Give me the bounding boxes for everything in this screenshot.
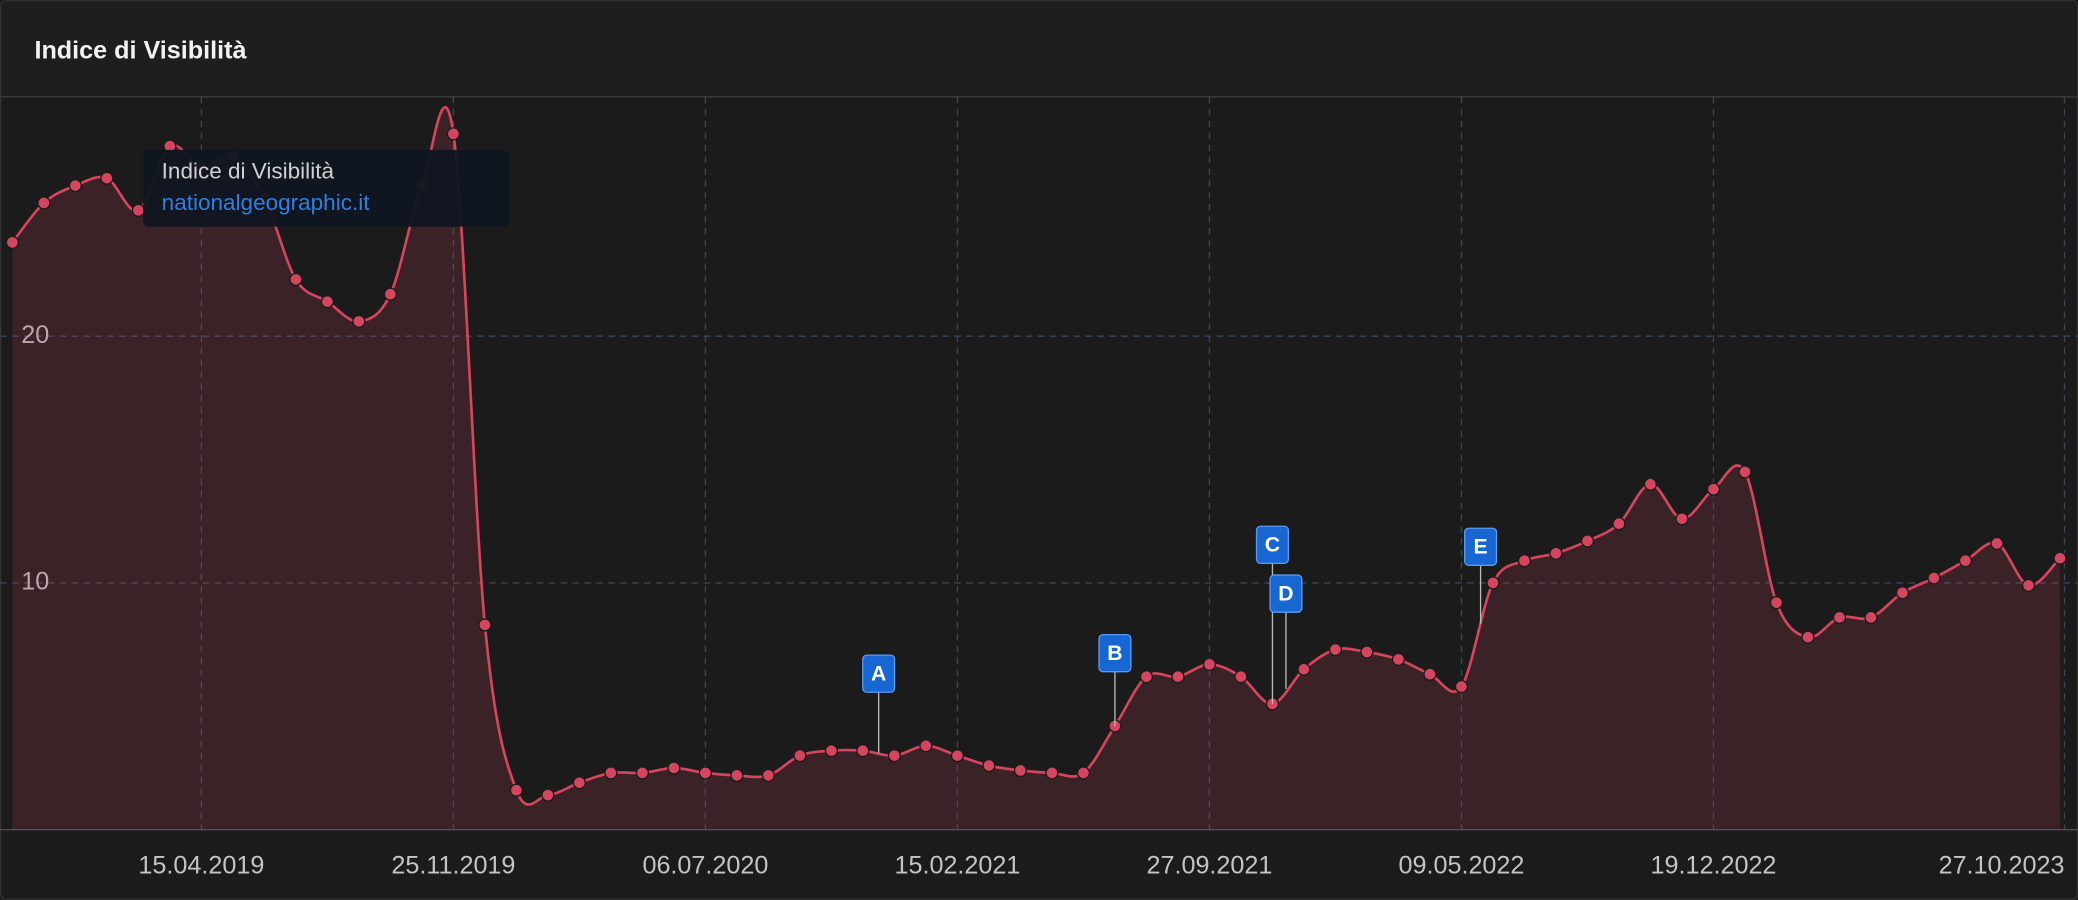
x-tick-label: 09.05.2022 (1399, 851, 1525, 879)
point (1139, 670, 1154, 684)
x-tick-label: 15.02.2021 (894, 851, 1020, 879)
point (1297, 662, 1311, 676)
x-tick-label: 06.07.2020 (642, 851, 768, 879)
annotation-flag (1255, 525, 1290, 565)
point (1990, 536, 2004, 551)
point (68, 179, 83, 193)
annotation-label: D (1278, 583, 1293, 606)
point (1549, 546, 1563, 560)
point (1013, 763, 1028, 778)
point (604, 766, 618, 780)
header-bg (1, 1, 2077, 97)
point (5, 235, 20, 250)
point (509, 783, 524, 797)
point (1328, 642, 1343, 657)
annotation-flag (1098, 633, 1132, 673)
x-tick-label: 27.10.2023 (1939, 851, 2065, 879)
tooltip-bg (143, 149, 509, 227)
point (1643, 477, 1658, 491)
point (541, 788, 555, 802)
point (1832, 610, 1847, 625)
point (1675, 512, 1689, 526)
annotation-label: B (1107, 642, 1122, 665)
y-tick-label: 10 (21, 568, 49, 596)
plot: 10 20 15.04.2019 25.11.2019 06.07.2020 15.02.… (0, 96, 2078, 879)
header-title: Indice di Visibilità (34, 36, 247, 64)
x-tick-label: 27.09.2021 (1146, 851, 1272, 879)
point (352, 314, 366, 328)
point (1360, 645, 1374, 659)
point (1234, 670, 1248, 684)
point (1454, 679, 1469, 694)
point (919, 739, 933, 753)
annotation-label: E (1474, 536, 1488, 559)
point (1864, 610, 1878, 625)
point (698, 766, 713, 780)
tooltip-title: Indice di Visibilità (162, 158, 335, 183)
annotation-flag (1464, 527, 1498, 566)
point (1801, 630, 1815, 644)
point (1391, 652, 1406, 667)
point (982, 758, 996, 773)
point (1486, 576, 1500, 590)
x-tick-label: 19.12.2022 (1651, 851, 1777, 879)
point (761, 768, 776, 783)
point (856, 744, 870, 758)
point (730, 768, 744, 783)
point (1706, 482, 1721, 496)
point (1517, 554, 1532, 568)
point (131, 203, 146, 217)
annotation-flag (1269, 574, 1303, 613)
point (1076, 766, 1091, 780)
point (446, 127, 461, 141)
annotation-label: A (871, 663, 886, 686)
point (383, 287, 398, 301)
point (824, 744, 839, 758)
point (37, 196, 51, 210)
point (2053, 551, 2067, 565)
y-tick-label: 20 (21, 321, 49, 349)
tooltip-series: nationalgeographic.it (162, 190, 371, 215)
point (2021, 578, 2036, 593)
point (635, 766, 650, 780)
point (572, 776, 587, 790)
point (289, 272, 303, 287)
point (1045, 766, 1059, 780)
point (320, 295, 335, 309)
point (1895, 586, 1910, 600)
annotation-flag (862, 654, 896, 693)
area (12, 107, 2060, 830)
point (793, 749, 807, 763)
point (1423, 667, 1437, 681)
annotation-label: C (1265, 534, 1280, 557)
x-tick-label: 25.11.2019 (391, 851, 515, 879)
point (478, 618, 492, 632)
point (1769, 596, 1784, 610)
point (950, 749, 965, 763)
x-tick-label: 15.04.2019 (138, 851, 264, 879)
point (1202, 657, 1217, 671)
point (1738, 465, 1752, 479)
point (1171, 670, 1185, 684)
point (1927, 571, 1941, 585)
point (1580, 534, 1595, 548)
point (887, 749, 902, 763)
point (1958, 554, 1973, 568)
point (100, 171, 114, 185)
point (1612, 517, 1626, 531)
point (667, 761, 681, 775)
